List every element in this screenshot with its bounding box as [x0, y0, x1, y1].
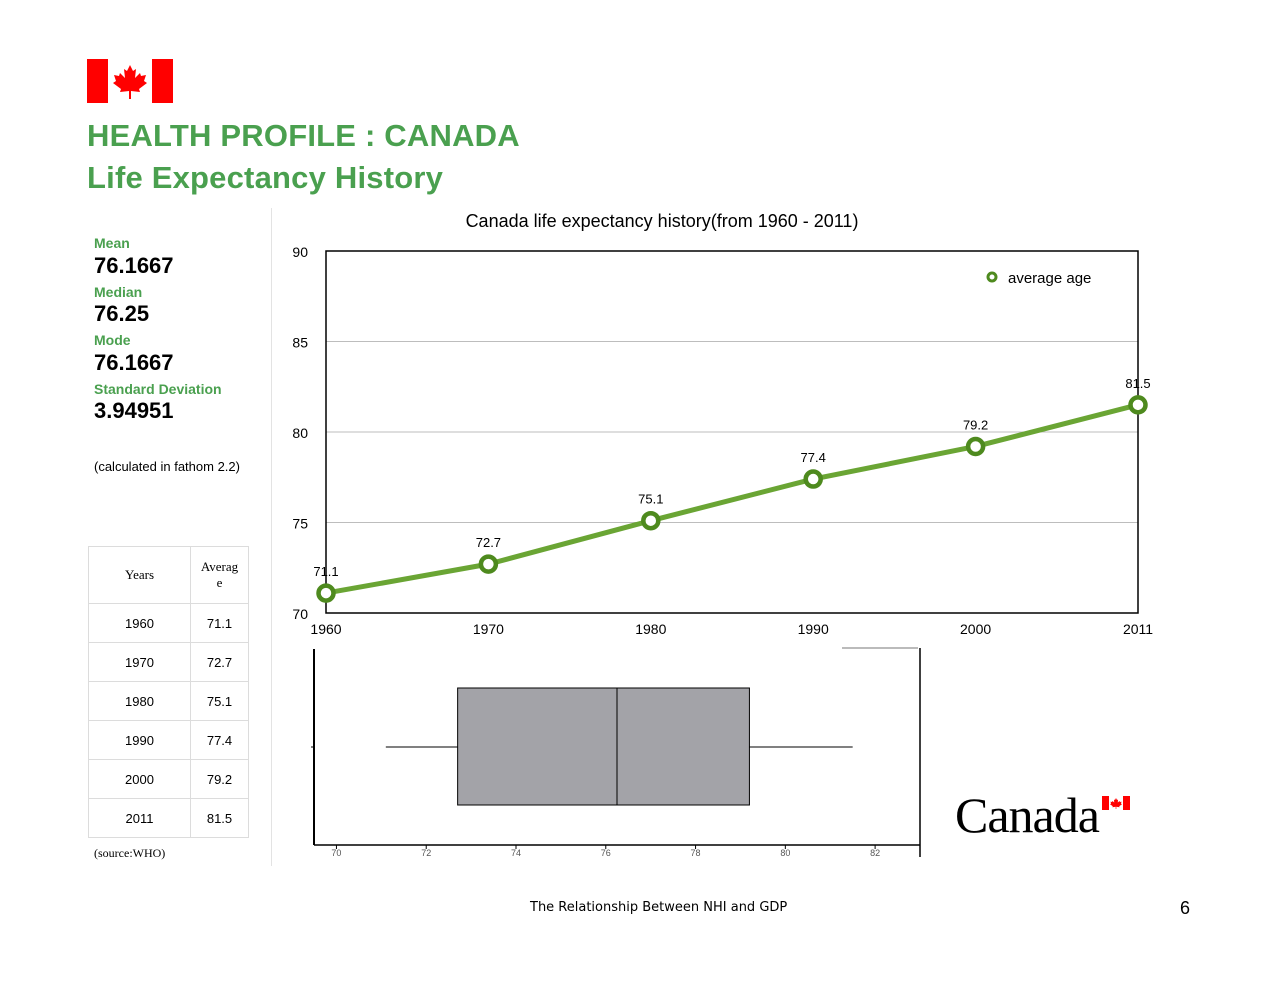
maple-leaf-icon: [113, 65, 147, 99]
box-x-tick-label: 72: [421, 848, 431, 858]
table-cell-year: 2011: [88, 798, 191, 838]
table-header-average-text: Averag e: [200, 559, 239, 590]
page-subtitle: Life Expectancy History: [87, 160, 444, 195]
box-x-tick-label: 70: [331, 848, 341, 858]
chart-title: Canada life expectancy history(from 1960…: [466, 211, 859, 231]
x-tick-label: 1980: [635, 621, 666, 637]
box-x-tick-label: 80: [780, 848, 790, 858]
footer-text: The Relationship Between NHI and GDP: [530, 900, 788, 915]
stat-label-mean: Mean: [94, 235, 130, 251]
table-header-years: Years: [88, 546, 191, 604]
table-header-average: Averag e: [190, 546, 249, 604]
table-cell-average: 71.1: [190, 603, 249, 643]
y-tick-label: 80: [292, 425, 308, 441]
table-row: 2011 81.5: [88, 798, 249, 838]
y-tick-label: 90: [292, 244, 308, 260]
stat-value-median: 76.25: [94, 301, 150, 326]
source-note: (source:WHO): [94, 846, 166, 860]
x-tick-label: 1970: [473, 621, 504, 637]
box-x-tick-label: 78: [691, 848, 701, 858]
table-row: 1960 71.1: [88, 603, 249, 643]
stat-value-mode: 76.1667: [94, 350, 174, 375]
data-label: 72.7: [476, 535, 501, 550]
data-point: [803, 469, 823, 489]
table-cell-average: 81.5: [190, 798, 249, 838]
table-row: 1980 75.1: [88, 681, 249, 721]
table-header-row: Years Averag e: [88, 546, 249, 604]
chart-gridlines: [326, 250, 1138, 614]
table-cell-average: 79.2: [190, 759, 249, 799]
table-cell-year: 2000: [88, 759, 191, 799]
box-iqr: [457, 687, 750, 806]
x-tick-label: 1960: [310, 621, 341, 637]
table-row: 1970 72.7: [88, 642, 249, 682]
stat-label-mode: Mode: [94, 332, 131, 348]
table-cell-year: 1960: [88, 603, 191, 643]
series-line-average-age: [325, 402, 1139, 596]
data-label: 79.2: [963, 417, 988, 432]
data-point: [1128, 395, 1148, 415]
data-point: [316, 583, 336, 603]
legend-label: average age: [1008, 270, 1091, 287]
canada-wordmark-logo: Canada: [955, 787, 1100, 843]
life-expectancy-table: Years Averag e 1960 71.1 1970 72.7 1980 75.…: [88, 546, 249, 838]
box-x-tick-label: 82: [870, 848, 880, 858]
data-label: 81.5: [1125, 376, 1150, 391]
x-tick-label: 2000: [960, 621, 991, 637]
stat-label-median: Median: [94, 284, 143, 300]
x-axis-ticks: 1960 1970 1980 1990 2000 2011: [310, 621, 1153, 637]
x-tick-label: 1990: [798, 621, 829, 637]
life-expectancy-line-chart: Canada life expectancy history(from 1960…: [292, 211, 1153, 637]
page-title: HEALTH PROFILE : CANADA: [87, 118, 520, 153]
data-label: 71.1: [313, 564, 338, 579]
box-x-tick-label: 74: [511, 848, 521, 858]
page-number: 6: [1180, 898, 1191, 918]
y-tick-label: 85: [292, 335, 308, 351]
stat-value-mean: 76.1667: [94, 253, 174, 278]
table-cell-average: 72.7: [190, 642, 249, 682]
canada-flag-logo: [87, 59, 173, 103]
data-point: [478, 554, 499, 574]
y-tick-label: 75: [292, 516, 308, 532]
box-x-tick-label: 76: [601, 848, 611, 858]
x-tick-label: 2011: [1123, 621, 1153, 637]
data-point: [965, 436, 986, 457]
table-cell-year: 1970: [88, 642, 191, 682]
y-axis-ticks: 70 75 80 85 90: [292, 244, 308, 622]
stat-label-std-dev: Standard Deviation: [94, 381, 222, 397]
data-point: [641, 510, 661, 531]
box-plot-x-ticks: 70 72 74 76 78 80 82: [331, 845, 880, 858]
stat-value-std-dev: 3.94951: [94, 398, 174, 423]
table-cell-average: 77.4: [190, 720, 249, 760]
chart-legend: average age: [986, 270, 1091, 287]
table-row: 2000 79.2: [88, 759, 249, 799]
table-cell-year: 1980: [88, 681, 191, 721]
life-expectancy-box-plot: 70 72 74 76 78 80 82: [311, 647, 921, 858]
legend-marker: [986, 271, 998, 283]
data-label: 75.1: [638, 492, 663, 507]
table-cell-year: 1990: [88, 720, 191, 760]
data-label: 77.4: [801, 450, 826, 465]
canada-wordmark-flag-icon: [1102, 796, 1130, 810]
vertical-divider: [271, 208, 272, 866]
calculation-note: (calculated in fathom 2.2): [94, 459, 240, 474]
plot-frame: [325, 250, 1139, 614]
table-row: 1990 77.4: [88, 720, 249, 760]
data-labels: 71.1 72.7 75.1 77.4 79.2 81.5: [313, 376, 1150, 579]
y-tick-label: 70: [292, 606, 308, 622]
data-points: [316, 395, 1148, 603]
table-cell-average: 75.1: [190, 681, 249, 721]
